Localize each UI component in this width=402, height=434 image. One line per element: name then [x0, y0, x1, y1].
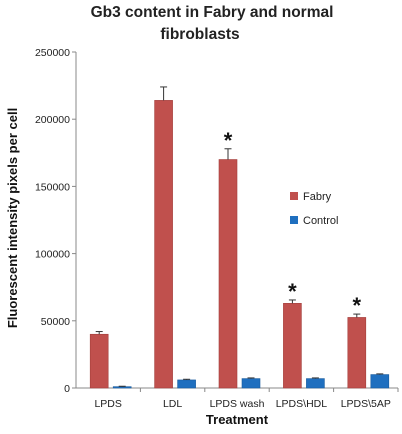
bar-fabry-0 — [89, 333, 109, 389]
bar-fabry-2 — [218, 159, 238, 389]
significance-asterisk: * — [224, 128, 233, 153]
legend-swatch-control — [290, 216, 298, 224]
x-axis-title: Treatment — [206, 412, 269, 427]
significance-asterisk: * — [288, 279, 297, 304]
y-tick-label: 150000 — [35, 181, 70, 193]
x-category-label: LDL — [163, 398, 182, 410]
legend-swatch-fabry — [290, 192, 298, 200]
y-tick-label: 0 — [64, 383, 70, 395]
bar-control-0 — [112, 386, 132, 389]
bar-control-1 — [177, 379, 196, 389]
x-category-label: LPDS wash — [210, 398, 265, 410]
x-category-label: LPDS\HDL — [276, 398, 328, 410]
y-tick-label: 250000 — [35, 47, 70, 59]
x-category-label: LPDS — [94, 398, 121, 410]
chart-title-line-2: fibroblasts — [160, 26, 239, 43]
legend-label-control: Control — [303, 215, 338, 227]
bar-fabry-4 — [347, 317, 367, 389]
bar-fabry-3 — [283, 303, 302, 389]
y-axis-title: Fluorescent intensity pixels per cell — [5, 108, 20, 328]
y-tick-label: 50000 — [41, 316, 70, 328]
bar-fabry-1 — [154, 100, 173, 389]
plot-area: 0 50000 100000 150000 200000 250000 LPDS LDL LPD… — [35, 47, 399, 410]
significance-asterisk: * — [353, 293, 362, 318]
bar-control-2 — [241, 378, 261, 389]
y-tick-label: 100000 — [35, 249, 70, 261]
bar-control-4 — [370, 374, 390, 389]
legend-label-fabry: Fabry — [303, 191, 332, 203]
bar-control-3 — [306, 378, 325, 389]
x-category-label: LPDS\5AP — [341, 398, 391, 410]
y-tick-label: 200000 — [35, 114, 70, 126]
chart-title-line-1: Gb3 content in Fabry and normal — [91, 4, 334, 21]
